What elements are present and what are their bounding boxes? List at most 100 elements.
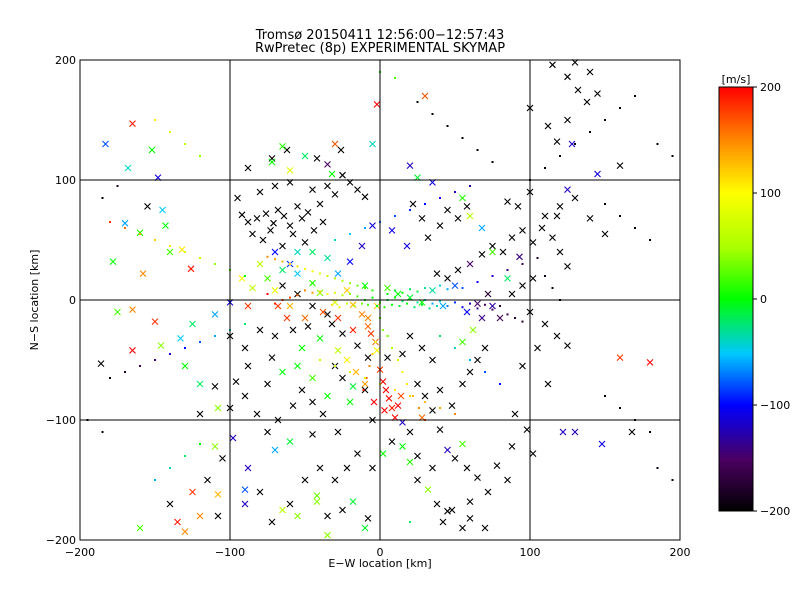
data-point-dot [319, 290, 321, 293]
data-point-x [478, 314, 486, 322]
data-point-x [187, 265, 195, 273]
data-point-dot [521, 320, 524, 323]
data-point-x [478, 251, 486, 258]
data-point-x [309, 186, 316, 193]
data-point-dot [169, 467, 171, 469]
data-point-x [429, 464, 436, 472]
data-point-dot [446, 125, 449, 127]
data-point-dot [169, 353, 171, 355]
y-tick-label: −200 [46, 534, 76, 547]
data-point-x [249, 230, 256, 238]
data-point-x [439, 302, 447, 310]
data-point-x [286, 500, 294, 508]
data-point-x [139, 270, 147, 277]
y-tick-label: 0 [69, 294, 76, 307]
data-point-x [496, 314, 504, 322]
data-point-x [352, 368, 360, 376]
data-point-x [271, 248, 279, 256]
data-point-x [373, 101, 381, 108]
data-point-x [444, 206, 451, 214]
data-point-dot [184, 143, 186, 145]
data-point-x [436, 386, 444, 394]
data-point-dot [439, 300, 441, 303]
data-point-x [384, 354, 391, 361]
data-point-x [121, 219, 129, 227]
data-point-dot [154, 119, 156, 121]
data-point-x [244, 464, 252, 472]
data-point-dot [304, 267, 306, 270]
data-point-x [466, 260, 474, 268]
data-point-dot [184, 455, 186, 457]
data-point-dot [311, 291, 314, 294]
data-point-x [294, 512, 301, 520]
data-point-x [367, 330, 375, 337]
data-point-dot [319, 359, 321, 361]
data-point-x [324, 392, 331, 400]
data-point-dot [296, 265, 299, 268]
data-point-dot [409, 297, 411, 300]
data-point-x [268, 158, 276, 166]
data-point-x [564, 116, 571, 124]
data-point-dot [436, 305, 438, 307]
x-tick-label: 100 [520, 546, 541, 559]
data-point-x [271, 446, 279, 454]
data-point-x [466, 212, 474, 220]
colorbar-tick-label: 100 [760, 187, 781, 200]
data-point-dot [461, 287, 464, 289]
data-point-dot [266, 293, 269, 295]
data-point-dot [416, 101, 419, 103]
data-point-x [289, 230, 297, 238]
data-point-x [529, 450, 537, 457]
data-point-x [586, 215, 594, 222]
data-point-x [369, 222, 376, 229]
data-point-x [309, 248, 316, 256]
data-point-x [463, 203, 471, 210]
data-point-x [328, 170, 336, 178]
data-point-x [553, 332, 561, 340]
data-point-x [256, 188, 264, 196]
data-point-x [102, 140, 109, 148]
data-point-dot [619, 215, 621, 217]
data-point-x [451, 455, 459, 462]
data-point-dot [484, 371, 486, 373]
data-point-x [504, 198, 511, 205]
data-point-dot [409, 395, 411, 397]
data-point-dot [544, 167, 546, 169]
data-point-dot [361, 302, 363, 305]
data-point-x [541, 212, 549, 220]
data-point-x [334, 347, 342, 354]
data-point-x [262, 210, 270, 217]
data-point-dot [374, 341, 377, 343]
data-point-dot [469, 185, 471, 187]
data-point-dot [334, 291, 336, 294]
data-point-x [370, 398, 378, 406]
data-point-x [469, 326, 477, 334]
data-point-dot [397, 359, 399, 361]
data-point-dot [431, 113, 434, 115]
data-point-x [244, 164, 252, 172]
data-point-x [283, 146, 291, 154]
data-point-x [361, 386, 369, 394]
data-point-dot [604, 203, 606, 205]
data-point-x [516, 253, 523, 261]
data-point-x [459, 194, 466, 202]
data-point-x [309, 302, 316, 310]
data-point-dot [124, 227, 126, 229]
data-point-x [564, 186, 571, 193]
data-point-dot [461, 137, 464, 139]
data-point-x [324, 531, 331, 539]
data-point-x [646, 359, 654, 366]
data-point-x [394, 402, 402, 409]
data-point-x [324, 311, 331, 318]
data-point-x [157, 342, 165, 349]
data-point-x [448, 402, 456, 409]
data-point-x [279, 368, 286, 376]
data-point-x [214, 404, 222, 412]
data-point-dot [101, 431, 104, 433]
data-point-x [493, 462, 501, 469]
data-point-x [519, 227, 526, 234]
data-point-x [463, 308, 471, 316]
data-point-dot [671, 155, 674, 157]
colorbar-tick-label: −200 [760, 505, 790, 518]
data-point-dot [446, 288, 449, 291]
